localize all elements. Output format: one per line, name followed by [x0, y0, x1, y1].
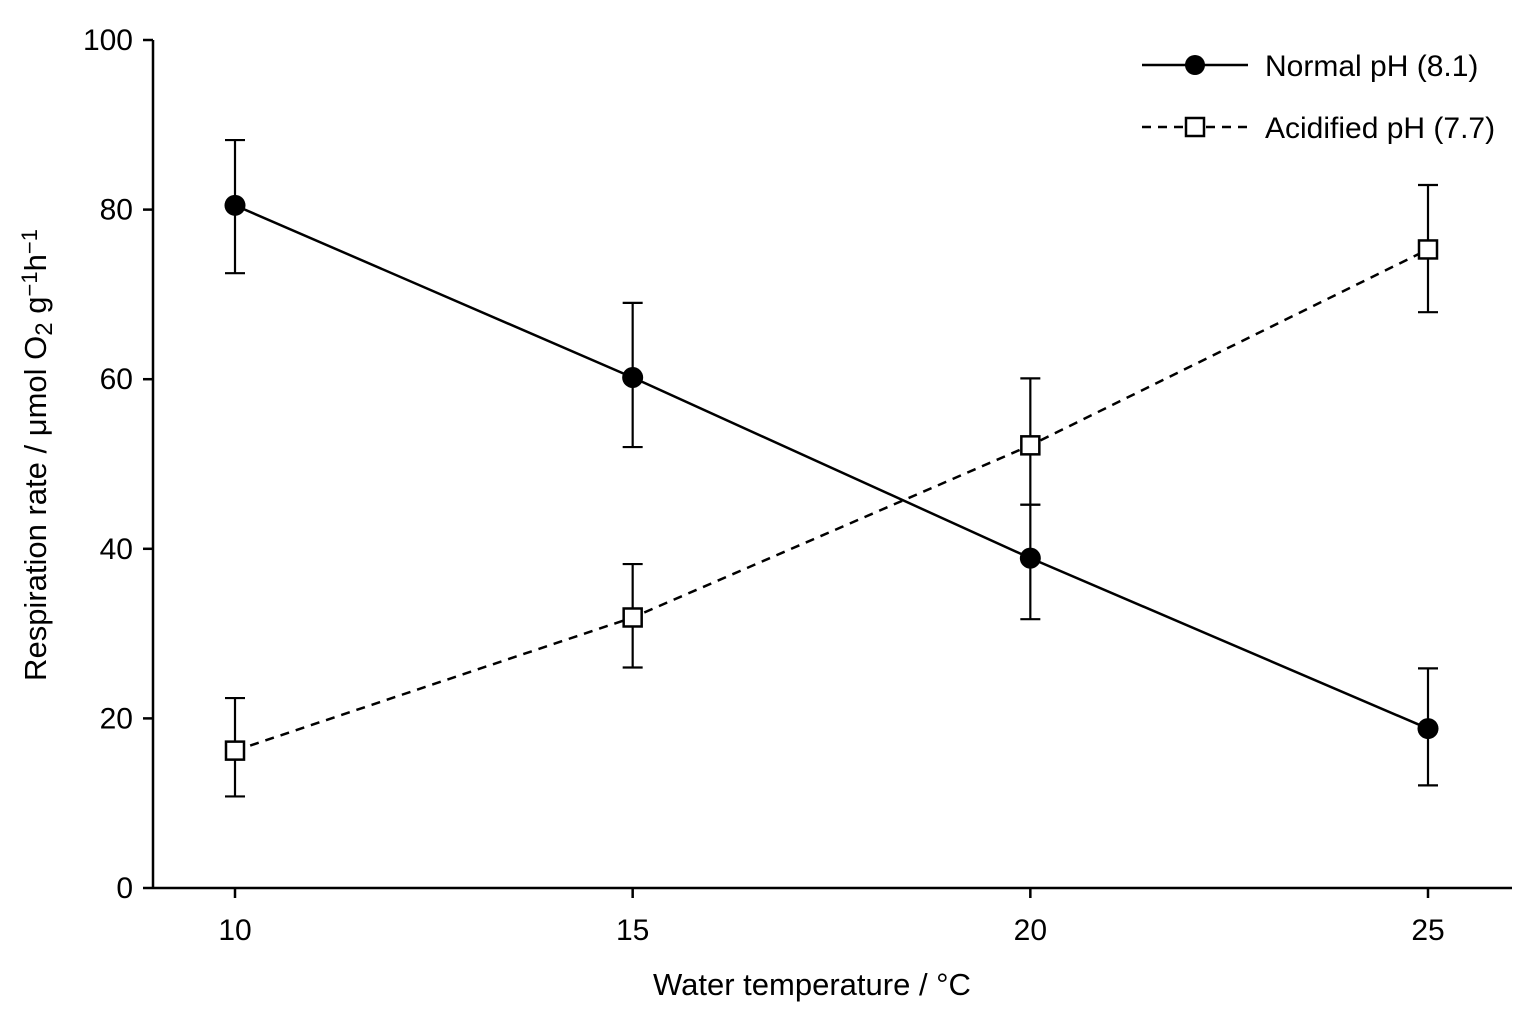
- y-axis-title: Respiration rate / μmol O2 g−1h−1: [17, 229, 58, 681]
- axes: [151, 40, 1512, 890]
- y-axis-title-sub: 2: [31, 322, 58, 335]
- y-axis-title-mid2: h: [18, 254, 53, 271]
- legend-item-acidified: Acidified pH (7.7): [1142, 112, 1495, 145]
- series-line: [234, 248, 1429, 752]
- data-point: [1417, 718, 1439, 740]
- legend-marker-acidified: [1184, 116, 1206, 138]
- series-0: [224, 138, 1439, 787]
- legend-marker-normal: [1185, 55, 1205, 75]
- legend-label-acidified: Acidified pH (7.7): [1265, 112, 1495, 145]
- y-tick-label: 60: [100, 363, 133, 396]
- series-layer: [224, 138, 1439, 798]
- data-point: [224, 194, 246, 216]
- y-axis-title-sup1: −1: [17, 271, 42, 296]
- legend-label-normal: Normal pH (8.1): [1265, 50, 1478, 83]
- data-point: [1020, 435, 1041, 456]
- y-axis-title-mid1: g: [18, 297, 53, 323]
- data-point: [1417, 239, 1439, 260]
- y-tick-label: 20: [100, 702, 133, 735]
- series-line: [234, 204, 1429, 730]
- data-point: [224, 740, 246, 761]
- ticks: 0 20 40 60 80 100 10 15 20 25: [83, 24, 1445, 947]
- x-tick-label: 20: [1014, 914, 1047, 947]
- y-axis-title-prefix: Respiration rate / μmol O: [18, 336, 53, 681]
- legend-item-normal: Normal pH (8.1): [1142, 50, 1478, 83]
- x-axis-title: Water temperature / °C: [653, 967, 971, 1002]
- x-tick-label: 25: [1411, 914, 1444, 947]
- y-tick-label: 0: [116, 872, 133, 905]
- y-tick-label: 40: [100, 533, 133, 566]
- series-1: [224, 183, 1439, 798]
- legend: Normal pH (8.1) Acidified pH (7.7): [1142, 50, 1495, 145]
- data-point: [1019, 547, 1041, 569]
- x-tick-label: 10: [218, 914, 251, 947]
- data-point: [622, 367, 644, 389]
- y-tick-label: 80: [100, 194, 133, 227]
- data-point: [622, 607, 643, 628]
- y-tick-label: 100: [83, 24, 133, 57]
- x-tick-label: 15: [616, 914, 649, 947]
- y-axis-title-sup2: −1: [17, 229, 42, 254]
